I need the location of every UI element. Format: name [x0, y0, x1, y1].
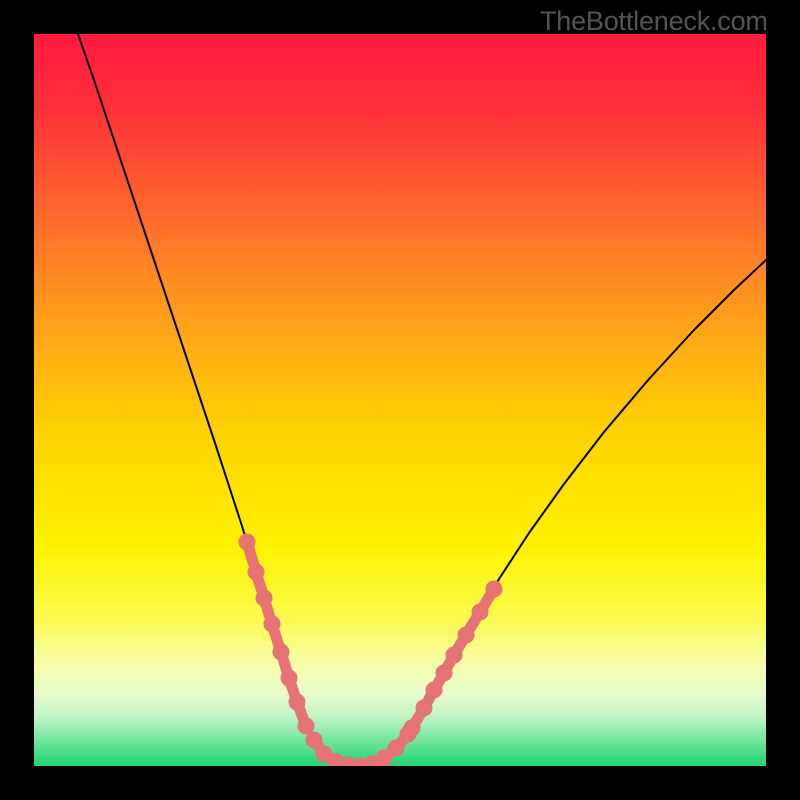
gradient-background: [34, 34, 766, 766]
marker-dot: [416, 700, 433, 717]
marker-dot: [306, 732, 323, 749]
marker-dot: [273, 644, 290, 661]
marker-dot: [404, 720, 421, 737]
marker-dot: [256, 590, 273, 607]
marker-dot: [458, 627, 475, 644]
marker-dot: [446, 647, 463, 664]
plot-area: [34, 34, 766, 766]
outer-frame: TheBottleneck.com: [0, 0, 800, 800]
attribution-label: TheBottleneck.com: [540, 6, 768, 37]
marker-dot: [248, 564, 265, 581]
marker-dot: [264, 616, 281, 633]
marker-dot: [436, 665, 453, 682]
marker-dot: [472, 604, 489, 621]
marker-dot: [486, 581, 503, 598]
marker-dot: [426, 682, 443, 699]
marker-dot: [289, 694, 306, 711]
marker-dot: [388, 740, 405, 757]
marker-dot: [239, 534, 256, 551]
marker-dot: [281, 670, 298, 687]
bottleneck-chart: [34, 34, 766, 766]
